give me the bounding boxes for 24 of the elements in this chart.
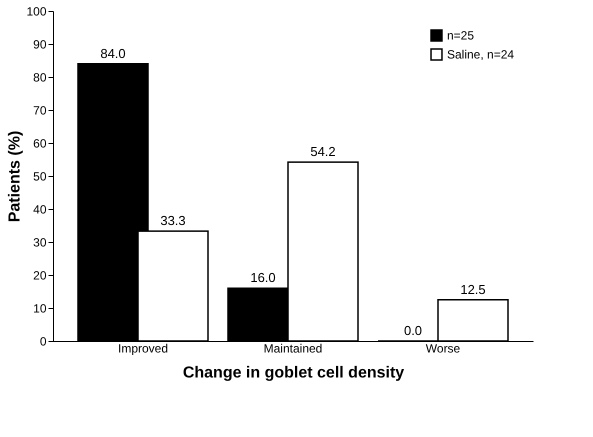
y-tick-label: 40 bbox=[33, 202, 47, 216]
data-label: 33.3 bbox=[160, 213, 186, 228]
data-label: 54.2 bbox=[310, 144, 336, 160]
data-label: 16.0 bbox=[250, 270, 276, 286]
y-tick-label: 90 bbox=[33, 38, 47, 52]
y-tick-label: 50 bbox=[33, 170, 47, 184]
y-tick-label: 80 bbox=[33, 70, 47, 84]
y-tick-label: 70 bbox=[33, 104, 47, 118]
y-tick-label: 20 bbox=[33, 268, 47, 282]
y-tick-label: 30 bbox=[33, 236, 47, 250]
data-label: 84.0 bbox=[100, 46, 126, 61]
y-axis-title: Patients (%) bbox=[6, 130, 24, 222]
y-tick-label: 0 bbox=[40, 334, 47, 348]
y-tick-label: 10 bbox=[33, 302, 47, 316]
x-tick-label: Maintained bbox=[264, 342, 322, 356]
data-label: 0.0 bbox=[404, 323, 422, 338]
x-axis-title: Change in goblet cell density bbox=[182, 364, 404, 382]
data-label: 12.5 bbox=[460, 282, 486, 297]
y-tick-label: 60 bbox=[33, 136, 47, 150]
x-tick-label: Worse bbox=[426, 342, 461, 356]
x-tick-label: Improved bbox=[118, 342, 168, 356]
legend-label: n=25 bbox=[447, 28, 474, 42]
legend-label: Saline, n=24 bbox=[447, 48, 514, 62]
y-tick-label: 100 bbox=[26, 4, 47, 18]
